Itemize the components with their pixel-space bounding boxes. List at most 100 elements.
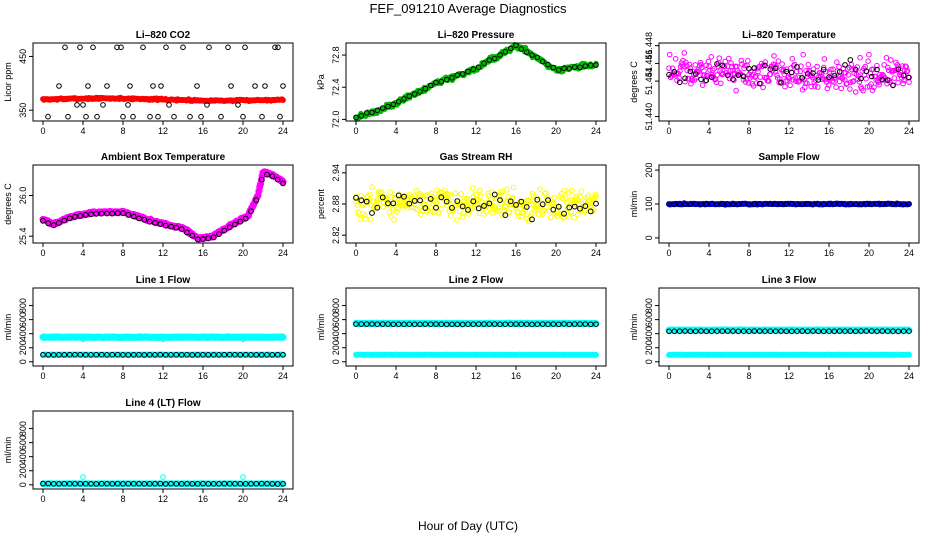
data-point bbox=[745, 58, 751, 64]
data-point bbox=[881, 62, 888, 68]
data-point bbox=[461, 195, 468, 202]
data-point bbox=[45, 220, 52, 227]
data-point bbox=[759, 63, 766, 69]
x-tick-label: 4 bbox=[706, 371, 711, 381]
data-point bbox=[433, 79, 439, 86]
x-tick-label: 20 bbox=[238, 248, 248, 258]
x-tick-label: 12 bbox=[784, 126, 794, 136]
data-point bbox=[718, 80, 724, 87]
data-point bbox=[726, 55, 732, 62]
y-tick-label: 800 bbox=[644, 298, 654, 313]
data-point bbox=[367, 191, 373, 198]
data-point bbox=[77, 44, 83, 51]
data-points bbox=[353, 184, 599, 225]
x-tick-label: 8 bbox=[120, 248, 125, 258]
data-point bbox=[388, 212, 394, 219]
x-axis: 0 4 8 12 16 20 24 bbox=[666, 121, 914, 136]
x-tick-label: 12 bbox=[158, 371, 168, 381]
panel-title: Gas Stream RH bbox=[440, 152, 513, 163]
data-point bbox=[491, 55, 498, 62]
x-tick-label: 12 bbox=[471, 126, 481, 136]
data-point bbox=[751, 65, 758, 71]
data-point bbox=[168, 223, 174, 230]
x-tick-label: 8 bbox=[746, 248, 751, 258]
data-point bbox=[821, 56, 828, 62]
data-points bbox=[666, 50, 912, 95]
data-point bbox=[890, 82, 896, 89]
data-point bbox=[280, 180, 286, 187]
data-point bbox=[676, 79, 683, 86]
data-point bbox=[477, 193, 484, 200]
data-point bbox=[731, 77, 737, 83]
data-point bbox=[221, 227, 228, 234]
y-axis: 350 450 bbox=[18, 49, 33, 118]
data-point bbox=[80, 474, 86, 480]
data-point bbox=[778, 66, 785, 73]
data-point bbox=[475, 64, 482, 70]
data-point bbox=[150, 83, 156, 89]
data-point bbox=[80, 102, 86, 108]
data-point bbox=[555, 67, 562, 73]
data-point bbox=[127, 83, 133, 89]
data-point bbox=[542, 190, 549, 197]
data-point bbox=[497, 52, 503, 58]
data-point bbox=[738, 57, 745, 64]
x-tick-label: 20 bbox=[864, 248, 874, 258]
data-point bbox=[275, 44, 281, 51]
x-tick-label: 24 bbox=[278, 371, 288, 381]
data-point bbox=[728, 60, 734, 66]
data-point bbox=[486, 200, 493, 207]
y-tick-label: 600 bbox=[18, 312, 28, 327]
data-point bbox=[486, 57, 493, 63]
data-point bbox=[206, 44, 212, 51]
data-point bbox=[361, 212, 368, 219]
data-point bbox=[571, 214, 577, 221]
y-tick-label: 51.446 bbox=[644, 50, 654, 78]
data-point bbox=[125, 212, 132, 218]
data-point bbox=[422, 85, 429, 92]
data-point bbox=[740, 73, 747, 80]
data-point bbox=[253, 197, 260, 204]
data-point bbox=[735, 72, 742, 79]
data-point bbox=[180, 44, 186, 51]
data-point bbox=[563, 210, 569, 217]
x-tick-label: 4 bbox=[393, 126, 398, 136]
x-axis: 0 4 8 12 16 20 24 bbox=[40, 243, 288, 258]
y-tick-label: 800 bbox=[18, 298, 28, 313]
data-point bbox=[900, 80, 907, 87]
data-point bbox=[240, 474, 246, 480]
data-point bbox=[545, 61, 551, 68]
data-point bbox=[755, 68, 761, 75]
data-point bbox=[522, 207, 529, 214]
data-point bbox=[528, 201, 534, 208]
data-point bbox=[698, 61, 704, 68]
panel-title: Ambient Box Temperature bbox=[101, 152, 226, 163]
y-tick-label: 800 bbox=[18, 421, 28, 436]
data-point bbox=[66, 215, 73, 222]
y-axis-label: ml/min bbox=[629, 314, 639, 341]
x-tick-label: 20 bbox=[864, 371, 874, 381]
data-point bbox=[906, 74, 912, 81]
data-point bbox=[815, 77, 822, 83]
panel-title: Li–820 CO2 bbox=[136, 30, 191, 41]
data-point bbox=[895, 66, 902, 73]
x-tick-label: 0 bbox=[40, 494, 45, 504]
data-point bbox=[766, 78, 772, 84]
data-point bbox=[683, 62, 690, 68]
data-point bbox=[810, 66, 817, 72]
data-point bbox=[274, 176, 281, 183]
data-point bbox=[90, 44, 96, 51]
data-point bbox=[389, 206, 396, 213]
x-tick-label: 16 bbox=[824, 248, 834, 258]
x-tick-label: 20 bbox=[238, 371, 248, 381]
data-point bbox=[682, 75, 688, 81]
data-point bbox=[120, 210, 126, 217]
data-point bbox=[582, 203, 589, 210]
data-point bbox=[547, 214, 554, 221]
data-point bbox=[760, 84, 766, 91]
x-tick-label: 24 bbox=[278, 494, 288, 504]
data-point bbox=[502, 49, 509, 55]
y-tick-label: 72.0 bbox=[331, 111, 341, 129]
